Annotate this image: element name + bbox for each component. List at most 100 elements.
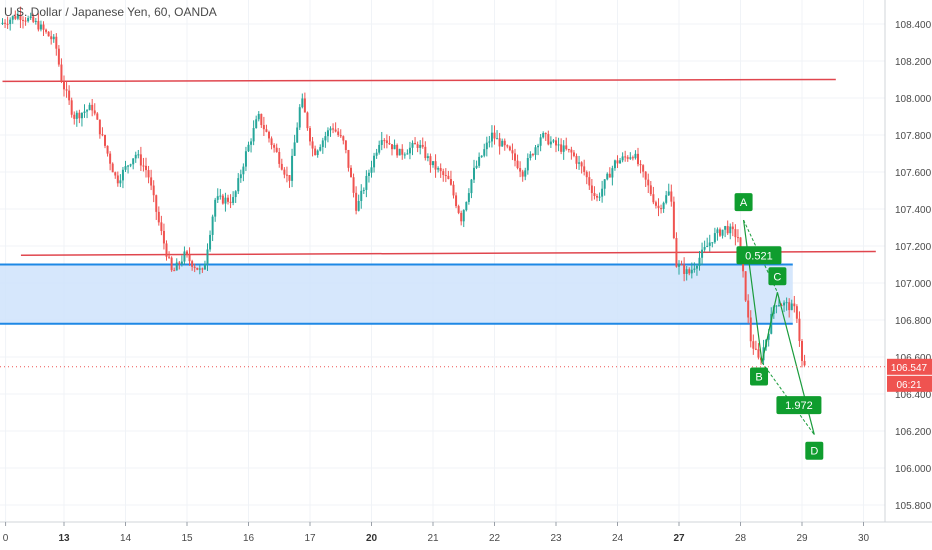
candle-body xyxy=(785,302,788,304)
candle-body xyxy=(34,20,37,22)
candle-body xyxy=(63,81,65,90)
candle-body xyxy=(329,128,332,131)
candle-body xyxy=(332,128,335,130)
candle-body xyxy=(319,147,322,151)
harmonic-pattern-legs[interactable] xyxy=(742,220,815,435)
candle-body xyxy=(16,14,19,19)
candle-body xyxy=(227,197,229,202)
candle-body xyxy=(713,233,716,243)
price-tick-label: 106.000 xyxy=(895,464,932,475)
candle-body xyxy=(493,132,496,139)
candle-body xyxy=(157,211,160,223)
candle-body xyxy=(416,144,419,148)
candle-body xyxy=(206,249,209,264)
candle-body xyxy=(529,154,532,159)
candle-body xyxy=(383,140,386,142)
candle-body xyxy=(544,133,547,135)
candle-body xyxy=(701,249,704,258)
last-price-badge[interactable] xyxy=(887,358,932,375)
candle-body xyxy=(70,100,73,115)
time-tick-label: 29 xyxy=(796,533,808,544)
candle-body xyxy=(434,161,437,170)
candle-body xyxy=(660,208,663,210)
candle-body xyxy=(134,154,137,159)
candle-body xyxy=(347,149,350,168)
harmonic-point-d[interactable]: D xyxy=(810,446,818,458)
last-price-value: 106.547 xyxy=(891,363,928,374)
candle-body xyxy=(795,306,798,319)
candle-body xyxy=(119,180,122,184)
resistance-line[interactable] xyxy=(20,250,876,256)
candle-body xyxy=(170,257,173,271)
candle-body xyxy=(475,165,478,168)
candle-body xyxy=(519,168,522,172)
candle-body xyxy=(444,175,447,177)
time-tick-label: 15 xyxy=(181,533,193,544)
candle-body xyxy=(531,154,534,156)
candle-body xyxy=(80,112,83,119)
candle-body xyxy=(93,110,96,114)
harmonic-point-b-bg[interactable] xyxy=(750,367,769,386)
support-zone[interactable] xyxy=(0,264,793,324)
candle-body xyxy=(388,143,391,145)
candle-body xyxy=(739,237,742,253)
price-tick-label: 107.800 xyxy=(895,131,932,142)
candle-body xyxy=(337,131,340,136)
candle-body xyxy=(501,140,504,147)
candle-body xyxy=(224,197,227,204)
candle-body xyxy=(667,191,670,196)
candle-body xyxy=(221,195,224,204)
candle-body xyxy=(75,112,78,119)
time-tick-label: 23 xyxy=(550,533,562,544)
harmonic-ratio-label[interactable]: 1.972 xyxy=(785,400,813,412)
harmonic-ratio-label[interactable]: 0.521 xyxy=(745,250,773,262)
candle-body xyxy=(237,178,240,192)
candle-body xyxy=(662,202,665,209)
candle-body xyxy=(767,333,770,340)
resistance-line[interactable] xyxy=(2,78,836,83)
harmonic-ratio-label-bg[interactable] xyxy=(776,396,822,415)
harmonic-ratio-label-bg[interactable] xyxy=(736,246,782,265)
candle-body xyxy=(408,147,411,154)
candle-body xyxy=(665,195,668,203)
harmonic-point-a[interactable]: A xyxy=(740,197,748,209)
candle-body xyxy=(465,201,468,211)
candle-body xyxy=(703,247,706,250)
candle-body xyxy=(152,185,155,196)
candle-body xyxy=(209,234,212,250)
candle-body xyxy=(575,155,578,164)
candle-body xyxy=(480,155,483,157)
candle-body xyxy=(57,48,60,65)
harmonic-point-c-bg[interactable] xyxy=(768,267,787,286)
candle-body xyxy=(549,141,552,145)
harmonic-point-a-bg[interactable] xyxy=(734,193,753,212)
price-tick-label: 107.200 xyxy=(895,242,932,253)
candle-body xyxy=(657,205,660,209)
candle-body xyxy=(298,107,301,128)
candle-body xyxy=(634,153,637,159)
harmonic-point-c[interactable]: C xyxy=(773,271,781,283)
candle-body xyxy=(283,169,286,175)
candle-body xyxy=(150,177,153,186)
candle-body xyxy=(180,261,183,264)
candle-body xyxy=(603,179,606,189)
candle-body xyxy=(613,160,616,169)
candle-body xyxy=(593,193,596,197)
candle-body xyxy=(362,189,365,191)
candle-body xyxy=(596,196,598,198)
harmonic-point-d-bg[interactable] xyxy=(805,441,824,460)
time-tick-label: 30 xyxy=(858,533,870,544)
harmonic-point-b[interactable]: B xyxy=(755,372,762,384)
candle-body xyxy=(201,268,204,270)
candle-body xyxy=(370,167,373,173)
candle-body xyxy=(647,179,650,186)
candle-body xyxy=(683,264,686,274)
candle-body xyxy=(129,164,132,166)
candle-body xyxy=(539,137,542,146)
timer-badge xyxy=(887,375,932,392)
candle-body xyxy=(19,14,22,20)
candle-body xyxy=(132,158,135,165)
candle-body xyxy=(747,300,750,318)
